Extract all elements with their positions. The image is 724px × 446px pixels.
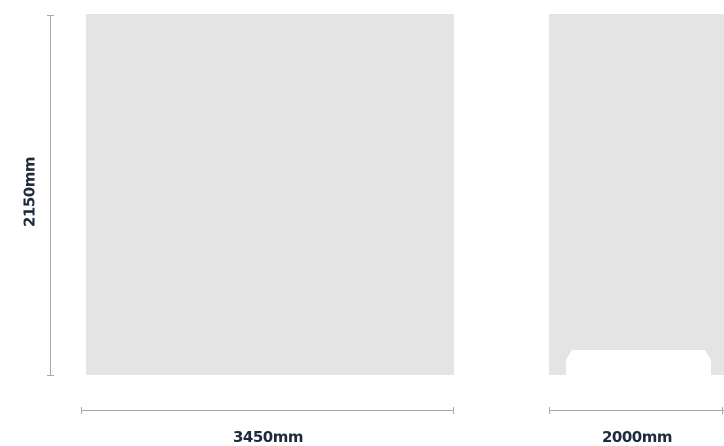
side-view-shape xyxy=(549,14,724,375)
side-width-left-tick xyxy=(549,407,550,414)
front-width-dimension-label: 3450mm xyxy=(232,428,304,446)
height-dimension-top-tick xyxy=(47,15,54,16)
side-width-dimension-line xyxy=(549,410,724,411)
front-view-panel xyxy=(86,14,454,375)
side-width-dimension-label: 2000mm xyxy=(601,428,673,446)
height-dimension-label: 2150mm xyxy=(20,156,39,228)
height-dimension-line xyxy=(50,15,51,375)
side-width-right-tick xyxy=(722,407,723,414)
height-dimension-bottom-tick xyxy=(47,375,54,376)
front-width-dimension-line xyxy=(81,410,454,411)
front-width-right-tick xyxy=(453,407,454,414)
side-view-panel xyxy=(549,14,724,375)
front-width-left-tick xyxy=(81,407,82,414)
